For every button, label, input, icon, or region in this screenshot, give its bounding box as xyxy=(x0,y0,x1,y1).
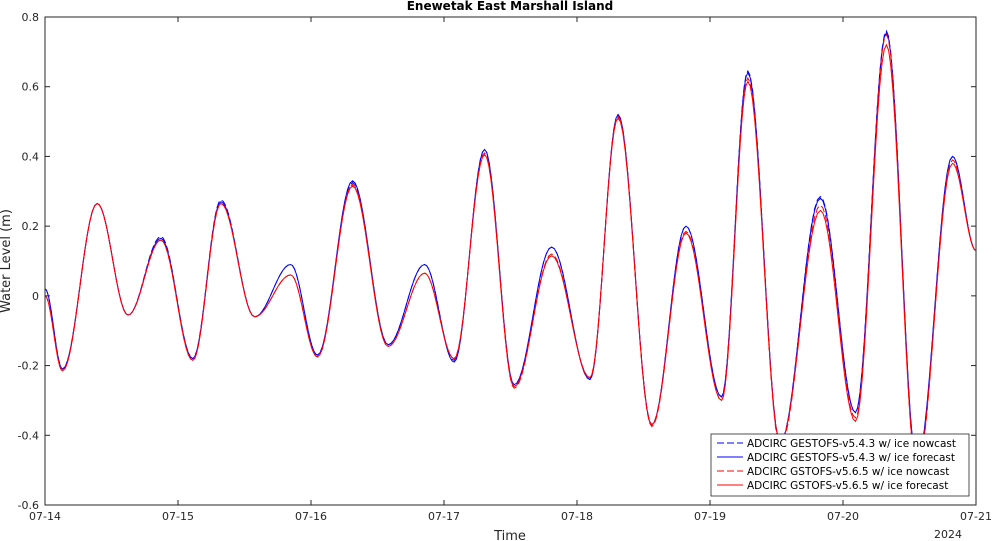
y-axis: -0.6 -0.4 -0.2 0 0.2 0.4 0.6 0.8 xyxy=(18,11,976,512)
x-tick-label: 07-15 xyxy=(162,510,194,523)
x-axis-title: Time xyxy=(493,529,526,541)
legend-label: ADCIRC GESTOFS-v5.4.3 w/ ice nowcast xyxy=(747,438,956,450)
y-tick-label: 0 xyxy=(32,290,39,303)
x-tick-label: 07-14 xyxy=(29,510,61,523)
x-tick-label: 07-18 xyxy=(561,510,593,523)
legend-label: ADCIRC GESTOFS-v5.4.3 w/ ice forecast xyxy=(747,452,955,464)
legend-label: ADCIRC GSTOFS-v5.6.5 w/ ice forecast xyxy=(747,480,948,492)
plot-frame xyxy=(44,16,977,506)
plot-area xyxy=(44,16,977,506)
legend-label: ADCIRC GSTOFS-v5.6.5 w/ ice nowcast xyxy=(747,466,949,478)
y-tick-label: -0.2 xyxy=(18,360,39,373)
legend-box xyxy=(710,433,970,497)
series-line-4 xyxy=(45,43,976,468)
series-group xyxy=(45,29,976,472)
y-tick-label: 0.6 xyxy=(22,81,40,94)
y-tick-label: 0.2 xyxy=(22,220,40,233)
x-tick-label: 07-17 xyxy=(428,510,460,523)
x-year-label: 2024 xyxy=(934,528,962,541)
x-axis: 07-14 07-15 07-16 07-17 07-18 07-19 07-20 07-21 xyxy=(29,17,992,523)
y-axis-title: Water Level (m) xyxy=(0,209,14,313)
x-tick-label: 07-16 xyxy=(295,510,327,523)
x-tick-label: 07-19 xyxy=(694,510,726,523)
y-tick-label: 0.8 xyxy=(22,11,40,24)
x-tick-label: 07-20 xyxy=(827,510,859,523)
y-tick-label: -0.6 xyxy=(18,499,39,512)
chart-title: Enewetak East Marshall Island xyxy=(407,0,614,13)
y-tick-label: -0.4 xyxy=(18,429,39,442)
x-tick-label: 07-21 xyxy=(960,510,992,523)
y-tick-label: 0.4 xyxy=(22,150,40,163)
legend: ADCIRC GESTOFS-v5.4.3 w/ ice nowcast ADCI… xyxy=(710,433,970,497)
